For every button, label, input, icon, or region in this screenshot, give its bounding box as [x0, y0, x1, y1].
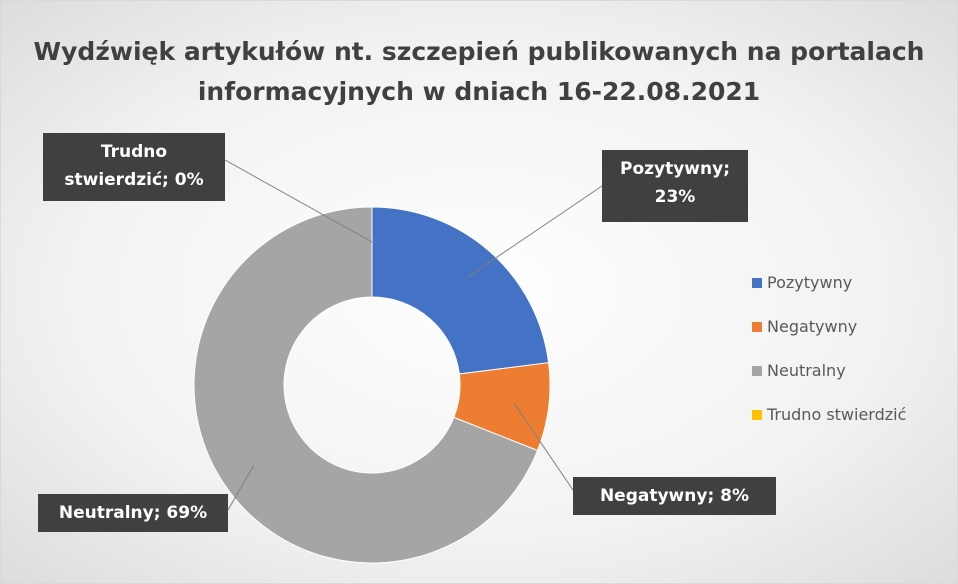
legend-item: Pozytywny — [752, 273, 852, 292]
slice — [193, 206, 539, 564]
legend-label: Neutralny — [767, 361, 846, 380]
data-label: Negatywny; 8% — [573, 477, 776, 515]
legend-label: Negatywny — [767, 317, 858, 336]
chart-title: Wydźwięk artykułów nt. szczepień publiko… — [33, 37, 925, 106]
legend-label: Trudno stwierdzić — [767, 405, 907, 424]
slice — [371, 206, 550, 375]
legend-label: Pozytywny — [767, 273, 853, 292]
legend-swatch — [752, 277, 762, 288]
legend-item: Trudno stwierdzić — [752, 405, 906, 424]
data-label: Trudno stwierdzić; 0% — [43, 133, 225, 201]
legend-swatch — [752, 365, 762, 376]
legend-item: Negatywny — [752, 317, 857, 336]
leader-line — [466, 185, 603, 279]
legend-swatch — [752, 321, 762, 332]
leader-line — [224, 159, 373, 243]
data-label: Neutralny; 69% — [38, 494, 228, 532]
leader-line — [513, 402, 574, 491]
legend-swatch — [752, 409, 762, 420]
data-label: Pozytywny; 23% — [602, 150, 748, 222]
legend-item: Neutralny — [752, 361, 846, 380]
leader-line — [227, 465, 255, 511]
